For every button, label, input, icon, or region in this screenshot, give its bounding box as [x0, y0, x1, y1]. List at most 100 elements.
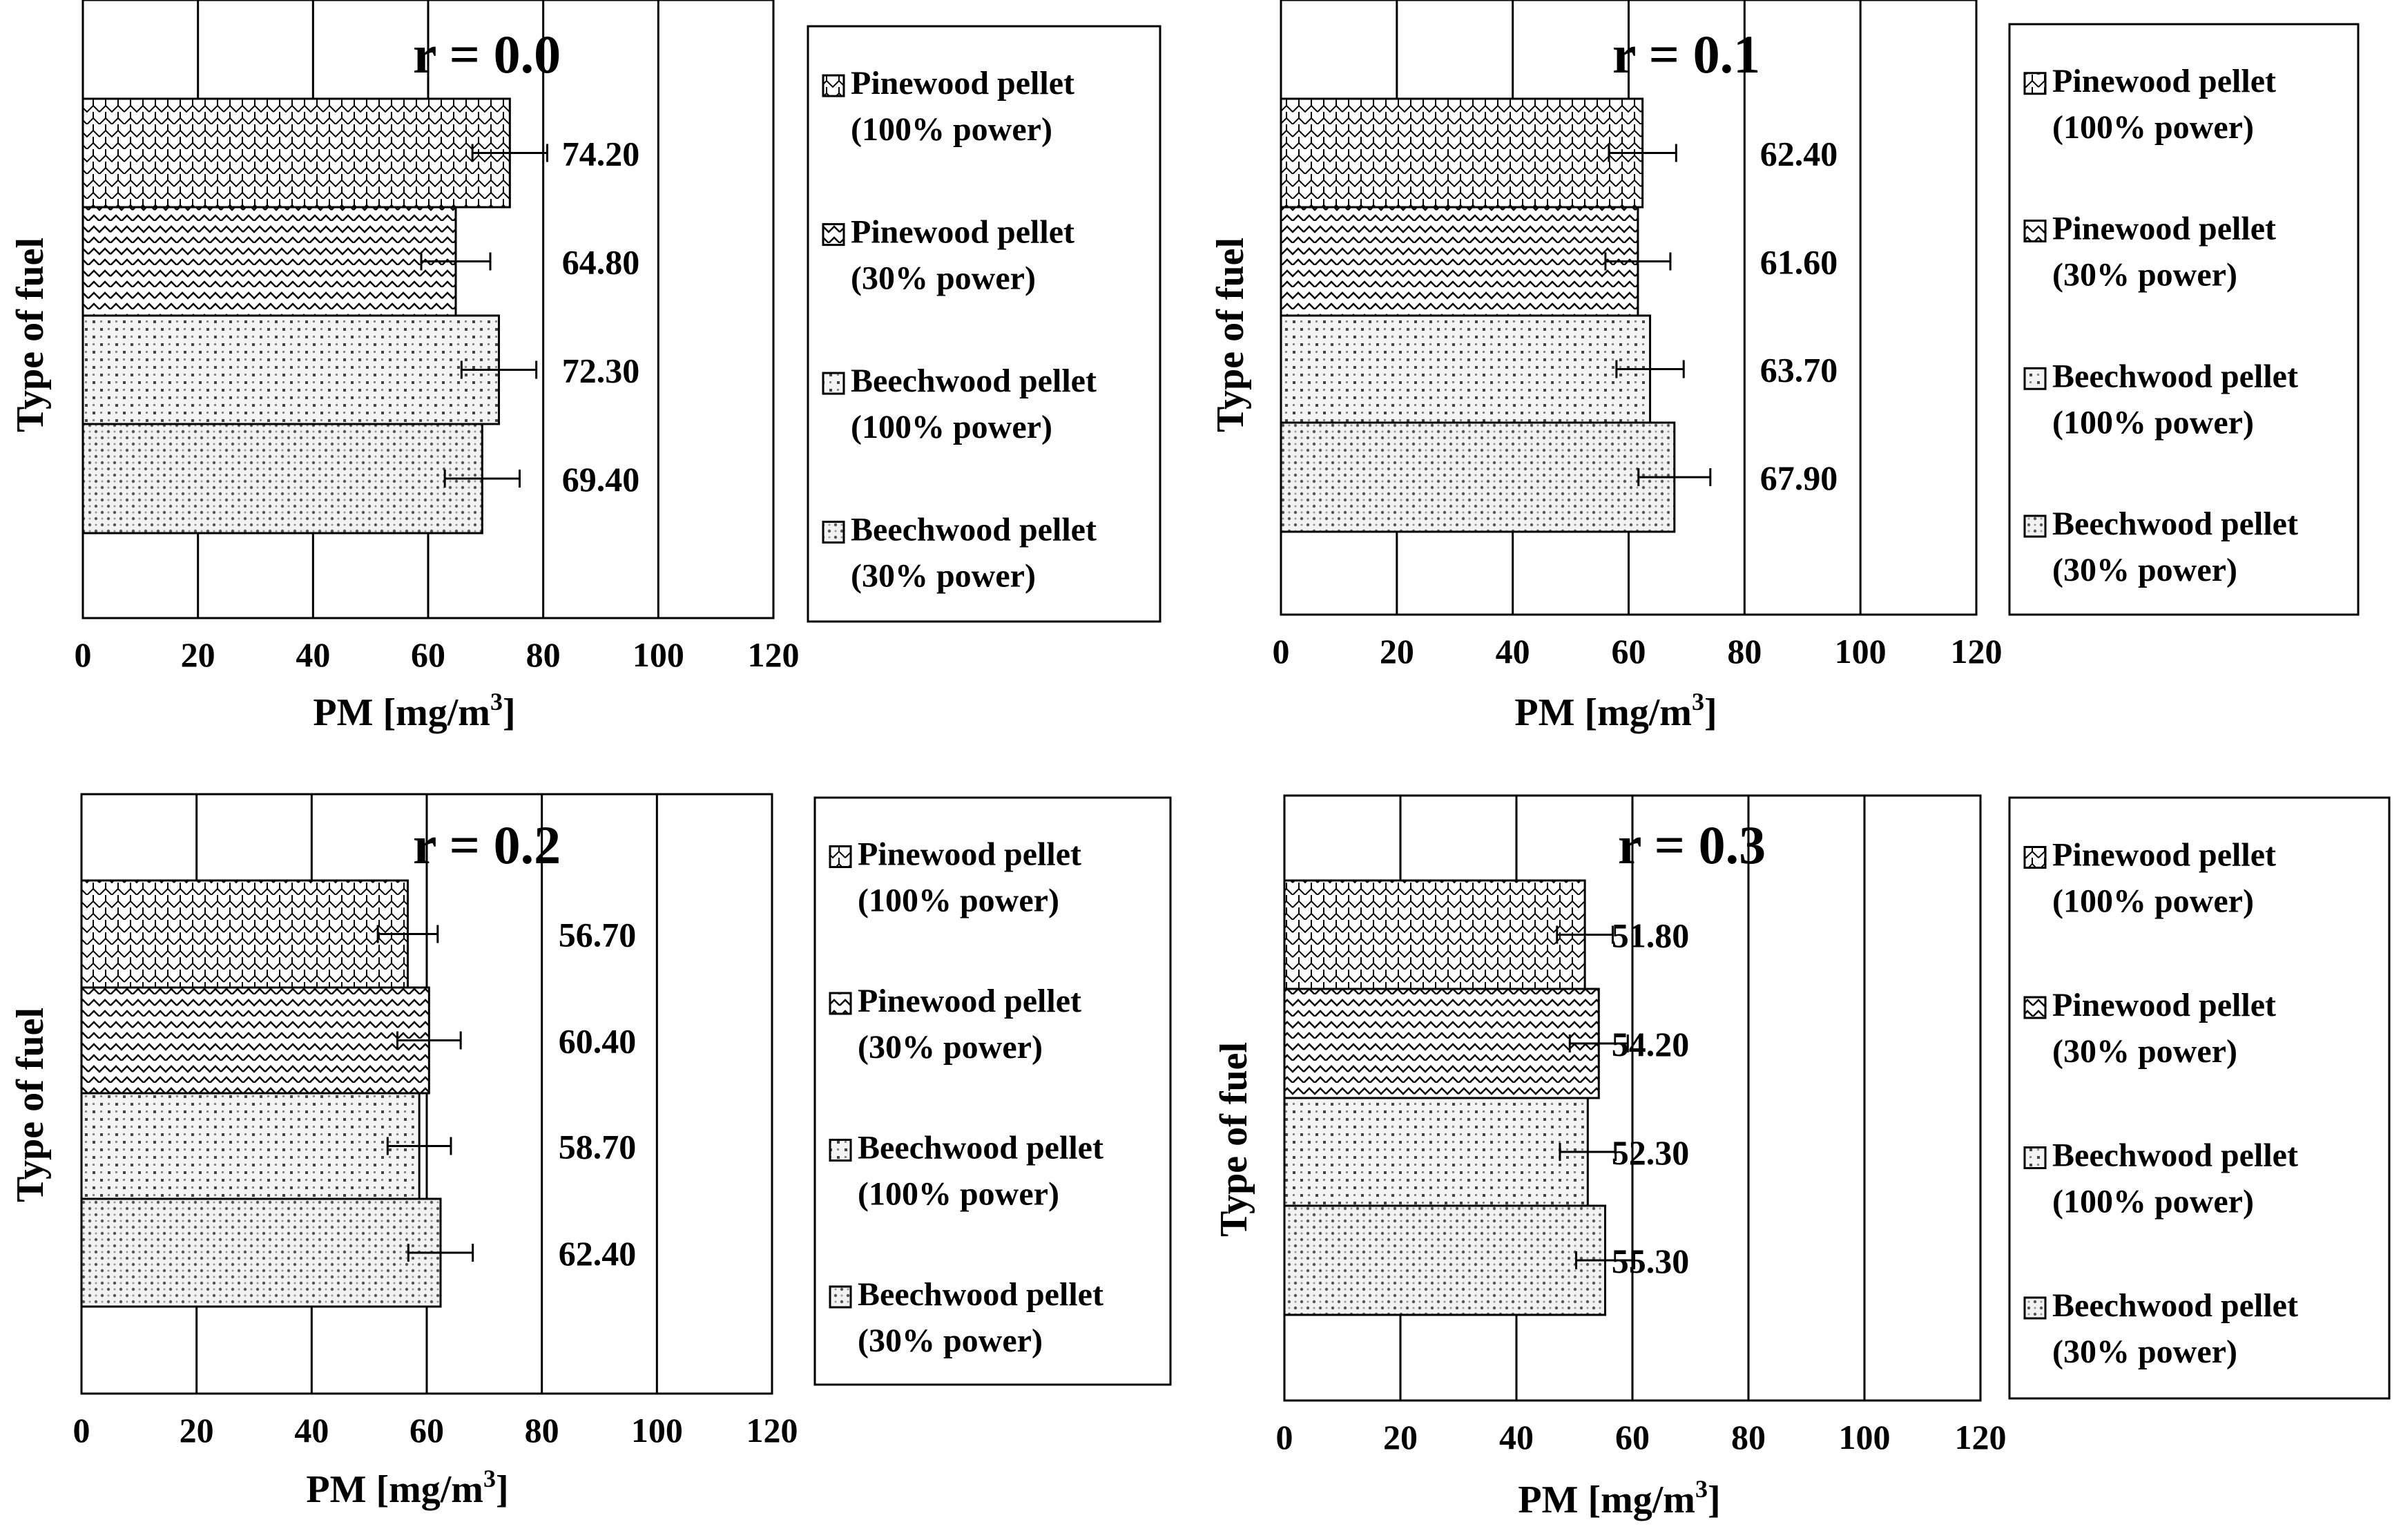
legend: Pinewood pellet (100% power) Pinewood pell…: [813, 796, 1172, 1386]
legend-swatch: [2023, 1146, 2047, 1169]
legend-label-line2: (30% power): [851, 558, 1036, 595]
x-tick-label: 100: [1835, 632, 1887, 671]
legend-label-line2: (100% power): [851, 111, 1052, 148]
chart-title: r = 0.3: [1618, 815, 1766, 875]
data-label: 61.60: [1760, 243, 1838, 282]
x-tick-label: 60: [411, 635, 445, 674]
legend-swatch: [829, 845, 852, 868]
x-tick-label: 60: [1615, 1418, 1650, 1456]
chart-title: r = 0.2: [413, 815, 561, 875]
chart-panel-3: 0 20 40 60 80 100 120 r = 0.3 51.80 54.20 52.30 55.…: [1213, 794, 2391, 1521]
data-label: 58.70: [559, 1128, 637, 1166]
x-tick-label: 20: [1383, 1418, 1418, 1456]
bar: [1283, 1097, 1589, 1207]
x-tick-label: 60: [409, 1411, 444, 1450]
legend-label-line1: Pinewood pellet: [858, 983, 1081, 1019]
legend-label-line1: Beechwood pellet: [2052, 506, 2298, 542]
data-label: 56.70: [559, 916, 637, 954]
bar: [81, 206, 457, 317]
legend-label-line2: (30% power): [2052, 257, 2237, 293]
bar: [1283, 988, 1600, 1099]
legend-swatch: [822, 521, 845, 544]
legend-label-line1: Pinewood pellet: [2052, 987, 2276, 1023]
x-axis-label: PM [mg/m3]: [313, 688, 515, 734]
x-tick-label: 80: [525, 1411, 559, 1450]
legend-box: [2008, 796, 2391, 1400]
x-tick-label: 0: [73, 1411, 90, 1450]
x-tick-label: 0: [1276, 1418, 1293, 1456]
x-tick-label: 40: [296, 635, 330, 674]
legend-label-line2: (100% power): [858, 1176, 1059, 1213]
x-tick-label: 40: [294, 1411, 329, 1450]
x-tick-label: 0: [75, 635, 92, 674]
legend-swatch: [2023, 514, 2047, 538]
data-label: 62.40: [559, 1234, 637, 1273]
legend-label-line2: (100% power): [851, 409, 1052, 445]
legend-label-line1: Beechwood pellet: [858, 1130, 1103, 1166]
legend-label-line1: Pinewood pellet: [2052, 837, 2276, 874]
legend-label-line1: Pinewood pellet: [851, 65, 1074, 102]
legend-swatch: [829, 992, 852, 1015]
x-tick-label: 120: [1955, 1418, 2007, 1456]
legend-swatch: [822, 372, 845, 395]
legend-label-line1: Pinewood pellet: [858, 836, 1081, 873]
bar: [1280, 314, 1652, 424]
legend-label-line1: Beechwood pellet: [858, 1276, 1103, 1313]
chart-panel-0: 0 20 40 60 80 100 120 r = 0.0 74.20 64.80 72.30 69.…: [9, 0, 1161, 734]
data-label: 54.20: [1612, 1025, 1690, 1063]
data-label: 60.40: [559, 1022, 637, 1061]
legend-box: [2008, 23, 2360, 616]
legend-swatch: [2023, 72, 2047, 95]
legend-box: [813, 796, 1172, 1386]
legend-label-line1: Beechwood pellet: [2052, 1287, 2298, 1324]
legend-label-line2: (30% power): [2052, 1334, 2237, 1370]
legend-label-line1: Beechwood pellet: [851, 363, 1097, 399]
bar: [80, 879, 409, 989]
x-tick-label: 80: [526, 635, 561, 674]
x-tick-label: 20: [180, 1411, 214, 1450]
chart-panel-2: 0 20 40 60 80 100 120 r = 0.2 56.70 60.40 58.70 62.…: [9, 793, 1172, 1511]
legend-swatch: [2023, 1296, 2047, 1320]
legend-label-line2: (30% power): [858, 1029, 1043, 1066]
x-tick-label: 20: [1380, 632, 1414, 671]
x-tick-label: 40: [1499, 1418, 1534, 1456]
x-tick-label: 120: [748, 635, 800, 674]
data-label: 55.30: [1612, 1242, 1690, 1280]
data-label: 69.40: [562, 460, 640, 499]
bar: [81, 423, 483, 535]
bar: [1280, 206, 1639, 317]
x-tick-label: 100: [1839, 1418, 1891, 1456]
bar: [80, 986, 430, 1095]
x-axis-label: PM [mg/m3]: [306, 1465, 508, 1511]
x-tick-label: 100: [631, 1411, 683, 1450]
legend-swatch: [822, 223, 845, 247]
legend-swatch: [829, 1285, 852, 1309]
bar: [1280, 97, 1644, 209]
x-axis-label: PM [mg/m3]: [1514, 688, 1717, 734]
bar: [81, 97, 511, 209]
data-label: 72.30: [562, 352, 640, 390]
data-label: 51.80: [1612, 916, 1690, 955]
legend-swatch: [829, 1139, 852, 1162]
x-tick-label: 120: [746, 1411, 798, 1450]
bar: [80, 1092, 421, 1200]
chart-title: r = 0.1: [1612, 24, 1760, 84]
bar: [1283, 1204, 1607, 1316]
legend-label-line2: (100% power): [858, 883, 1059, 919]
legend-label-line2: (100% power): [2052, 883, 2254, 920]
legend-swatch: [2023, 367, 2047, 390]
x-tick-label: 100: [633, 635, 684, 674]
chart-title: r = 0.0: [413, 24, 561, 84]
legend-box: [807, 25, 1161, 623]
x-tick-label: 120: [1951, 632, 2003, 671]
legend: Pinewood pellet (100% power) Pinewood pell…: [807, 25, 1161, 623]
data-label: 62.40: [1760, 135, 1838, 173]
data-label: 52.30: [1612, 1133, 1690, 1172]
y-axis-label: Type of fuel: [1209, 238, 1252, 432]
data-label: 74.20: [562, 135, 640, 173]
legend-label-line1: Beechwood pellet: [2052, 1137, 2298, 1174]
legend-label-line2: (100% power): [2052, 109, 2254, 146]
legend-label-line1: Pinewood pellet: [851, 214, 1074, 251]
data-label: 64.80: [562, 243, 640, 282]
